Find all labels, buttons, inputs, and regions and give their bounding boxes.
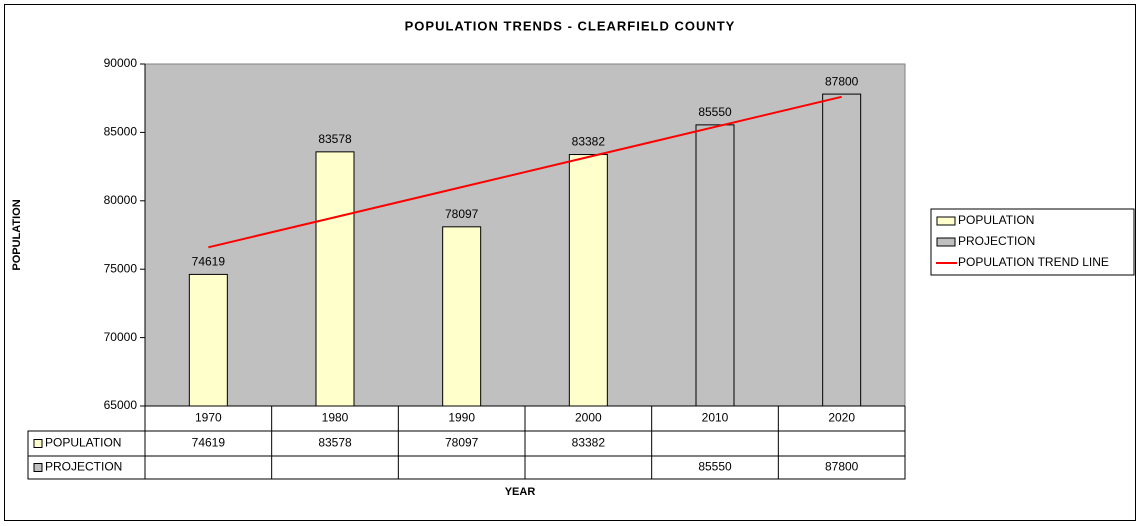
- y-axis-label: POPULATION: [11, 199, 23, 270]
- legend-label: POPULATION TREND LINE: [958, 255, 1109, 269]
- legend-label: POPULATION: [958, 213, 1034, 227]
- data-label: 83382: [572, 135, 606, 149]
- table-cell: 83578: [318, 436, 352, 450]
- bar: [822, 93, 862, 407]
- chart-title: POPULATION TRENDS - CLEARFIELD COUNTY: [405, 18, 736, 33]
- bar: [695, 124, 735, 407]
- data-label: 83578: [318, 132, 352, 146]
- x-tick-label: 1990: [448, 411, 475, 425]
- data-label: 78097: [445, 207, 479, 221]
- y-tick-label: 65000: [104, 398, 138, 412]
- bar: [442, 226, 482, 407]
- bar: [568, 154, 608, 407]
- table-cell: 85550: [698, 460, 732, 474]
- x-tick-label: 1980: [322, 411, 349, 425]
- table-cell: 78097: [445, 436, 479, 450]
- y-tick-label: 75000: [104, 261, 138, 275]
- table-cell: 74619: [192, 436, 226, 450]
- table-swatch: [33, 439, 43, 448]
- plot-area: [144, 63, 906, 407]
- x-tick-label: 2000: [575, 411, 602, 425]
- legend-label: PROJECTION: [958, 234, 1035, 248]
- x-tick-label: 2020: [828, 411, 855, 425]
- trend-line: [208, 95, 842, 249]
- legend-swatch: [936, 216, 956, 226]
- x-tick-label: 2010: [702, 411, 729, 425]
- table-row-label: POPULATION: [45, 436, 121, 450]
- table-row-label: PROJECTION: [45, 460, 122, 474]
- legend-swatch: [936, 237, 956, 247]
- y-tick-label: 85000: [104, 125, 138, 139]
- legend: [930, 208, 1135, 276]
- bar: [315, 151, 355, 407]
- table-cell: 83382: [572, 436, 606, 450]
- data-label: 74619: [192, 255, 226, 269]
- y-tick-label: 70000: [104, 330, 138, 344]
- data-label: 87800: [825, 74, 859, 88]
- x-axis-label: YEAR: [505, 486, 536, 498]
- x-tick-label: 1970: [195, 411, 222, 425]
- table-swatch: [33, 463, 43, 472]
- y-tick-label: 80000: [104, 193, 138, 207]
- bar: [188, 273, 228, 407]
- table-cell: 87800: [825, 460, 859, 474]
- y-tick-label: 90000: [104, 56, 138, 70]
- data-label: 85550: [698, 105, 732, 119]
